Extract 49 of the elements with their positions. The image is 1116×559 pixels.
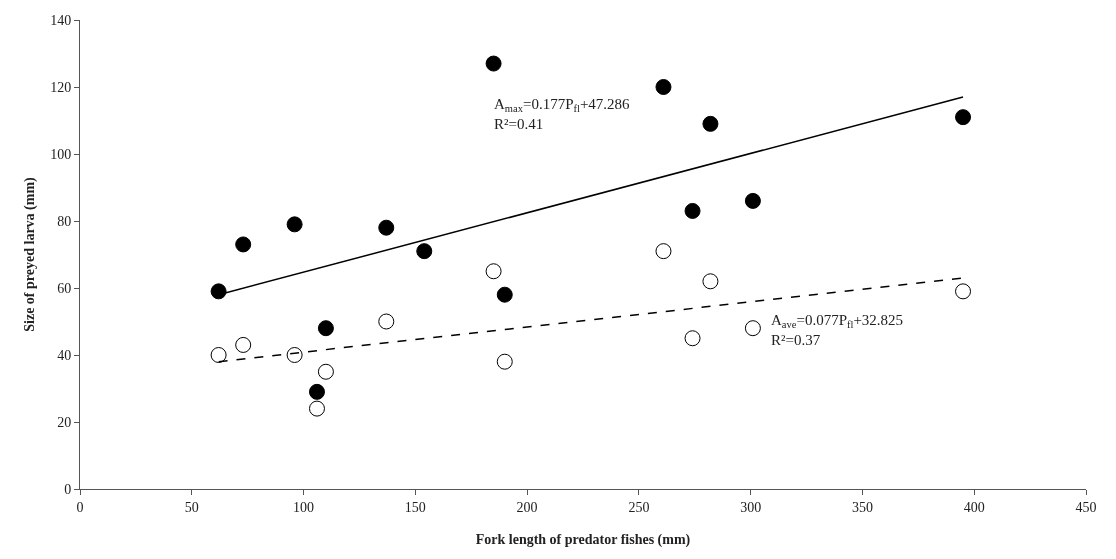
- point: [655, 243, 672, 260]
- point: [317, 320, 334, 337]
- point: [378, 219, 395, 236]
- y-tick-label: 60: [57, 280, 72, 296]
- point: [485, 263, 502, 280]
- point: [210, 283, 227, 300]
- point: [955, 283, 972, 300]
- x-tick-label: 150: [404, 499, 426, 515]
- y-axis-title: Size of preyed larva (mm): [21, 176, 38, 332]
- y-tick-label: 40: [57, 347, 72, 363]
- y-tick-label: 80: [57, 213, 72, 229]
- text: A$_{ave}$=0.077P$_{fl}$+32.825 R²=0.37: [771, 312, 904, 348]
- point: [235, 236, 252, 253]
- point: [744, 192, 761, 209]
- x-tick-label: 250: [628, 499, 650, 515]
- y-tick-label: 20: [57, 414, 72, 430]
- point: [286, 216, 303, 233]
- point: [702, 273, 719, 290]
- point: [496, 286, 513, 303]
- point: [235, 336, 252, 353]
- x-tick-label: 300: [740, 499, 762, 515]
- point: [655, 79, 672, 95]
- y-tick-label: 0: [64, 481, 72, 497]
- y-tick-label: 100: [50, 146, 72, 162]
- point: [317, 363, 334, 380]
- point: [210, 347, 227, 363]
- x-tick-label: 350: [851, 499, 873, 515]
- point: [485, 55, 502, 72]
- point: [684, 202, 701, 219]
- x-tick-label: 200: [516, 499, 538, 515]
- point: [378, 313, 395, 330]
- point: [955, 109, 972, 126]
- x-tick-label: 50: [184, 499, 199, 515]
- point: [496, 353, 513, 370]
- point: [308, 383, 325, 400]
- y-tick-label: 120: [50, 79, 72, 95]
- y-tick-label: 140: [50, 12, 72, 28]
- x-tick-label: 400: [963, 499, 985, 515]
- x-tick-label: 0: [76, 499, 84, 515]
- point: [286, 347, 303, 363]
- x-tick-label: 100: [293, 499, 315, 515]
- point: [684, 330, 701, 347]
- point: [744, 320, 761, 337]
- x-axis-title: Fork length of predator fishes (mm): [475, 532, 691, 549]
- point: [702, 115, 719, 132]
- x-tick-label: 450: [1075, 499, 1097, 515]
- point: [416, 243, 433, 260]
- point: [308, 400, 325, 417]
- text: A$_{max}$=0.177P$_{fl}$+47.286 R²=0.41: [494, 96, 630, 132]
